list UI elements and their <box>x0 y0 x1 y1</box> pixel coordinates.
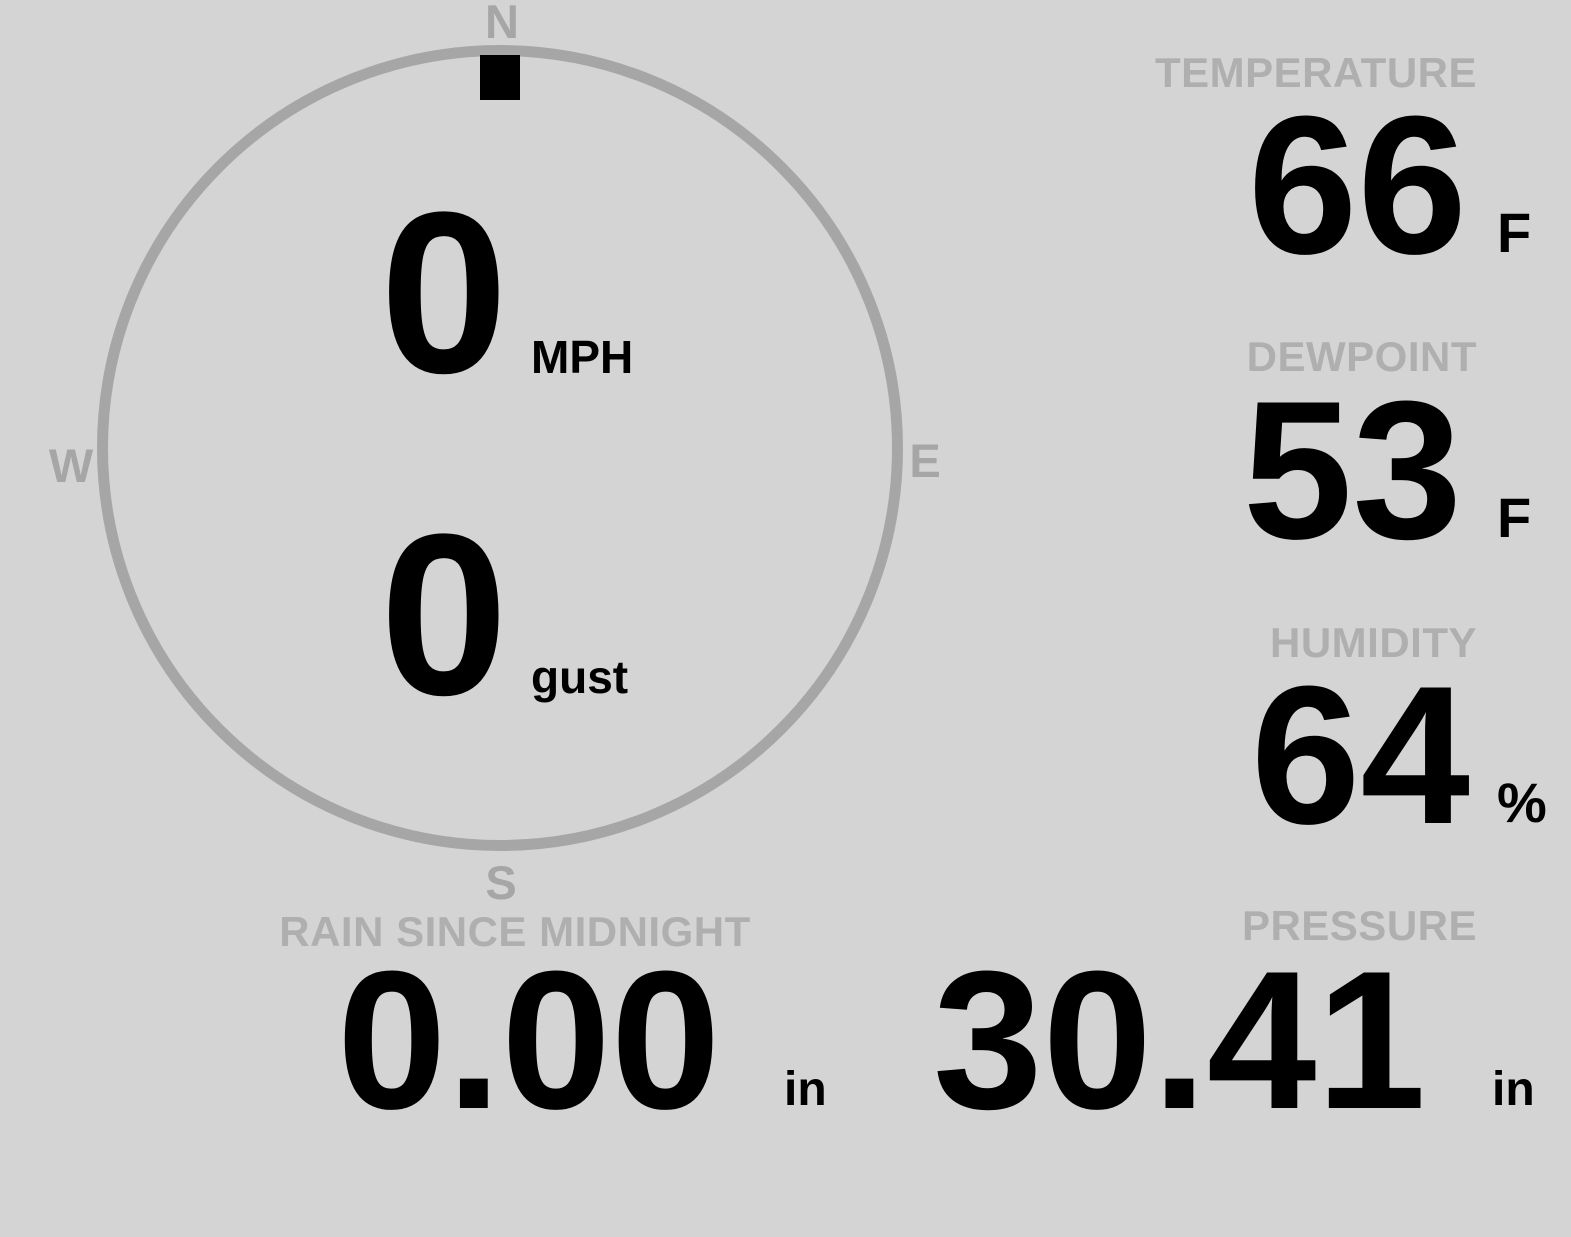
rain-unit: in <box>784 1063 827 1116</box>
compass-north-label: N <box>485 0 519 48</box>
dewpoint-unit: F <box>1497 486 1532 549</box>
compass-east-label: E <box>909 434 941 487</box>
dewpoint-label: DEWPOINT <box>1246 333 1477 380</box>
compass-south-label: S <box>485 856 517 909</box>
temperature-value: 66 <box>1247 75 1467 295</box>
temperature-label: TEMPERATURE <box>1154 49 1477 96</box>
wind-gust-unit: gust <box>531 651 629 703</box>
humidity-label: HUMIDITY <box>1270 619 1477 666</box>
humidity-value: 64 <box>1250 645 1470 865</box>
wind-compass-ring <box>97 45 903 851</box>
rain-value: 0.00 <box>337 930 721 1150</box>
pressure-label: PRESSURE <box>1241 902 1477 949</box>
wind-direction-marker <box>480 55 520 100</box>
temperature-unit: F <box>1497 201 1532 264</box>
rain-label: RAIN SINCE MIDNIGHT <box>279 908 751 955</box>
wind-speed-value: 0 <box>380 164 508 421</box>
wind-gust-value: 0 <box>380 486 508 743</box>
pressure-value: 30.41 <box>933 930 1426 1150</box>
pressure-unit: in <box>1492 1063 1535 1116</box>
wind-speed-unit: MPH <box>531 331 634 383</box>
dewpoint-value: 53 <box>1242 360 1462 580</box>
humidity-unit: % <box>1497 771 1547 834</box>
compass-west-label: W <box>48 439 94 492</box>
